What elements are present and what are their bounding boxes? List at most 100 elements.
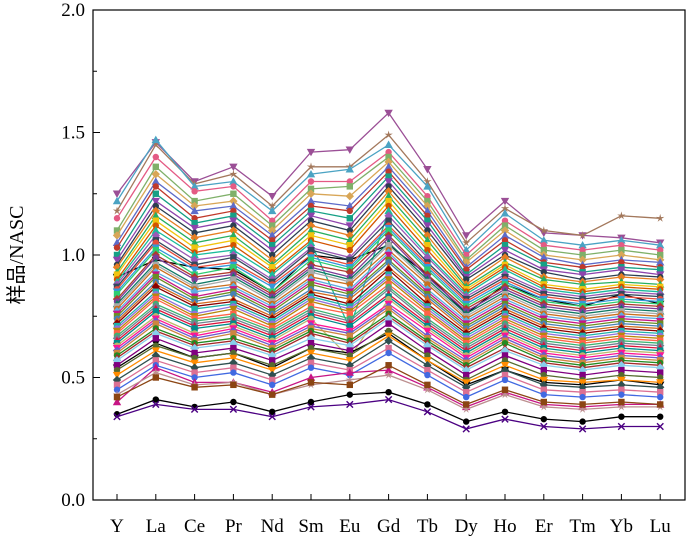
data-point (152, 217, 159, 224)
data-point (617, 236, 626, 244)
data-point (346, 322, 353, 330)
data-point (462, 232, 471, 240)
data-point (618, 413, 625, 420)
data-point (657, 393, 664, 401)
data-point (113, 244, 121, 251)
data-point (424, 381, 431, 389)
data-point (463, 418, 470, 425)
x-tick-label: La (146, 516, 167, 537)
data-point (423, 222, 432, 230)
data-point (384, 130, 393, 139)
data-point (151, 206, 160, 216)
data-point (424, 366, 431, 374)
data-point (539, 376, 548, 385)
data-point (190, 224, 199, 233)
data-point (385, 148, 392, 156)
data-point (540, 371, 547, 379)
data-point (463, 393, 470, 401)
data-point (346, 242, 353, 249)
data-point (345, 222, 354, 230)
data-point (501, 222, 509, 229)
data-point (151, 211, 160, 219)
x-tick-label: Nd (261, 516, 285, 537)
data-point (462, 379, 471, 387)
data-point (385, 305, 392, 313)
data-point (385, 242, 392, 249)
data-point (500, 226, 510, 235)
data-point (307, 403, 315, 411)
data-point (229, 305, 238, 314)
data-point (269, 381, 276, 389)
data-point (306, 298, 316, 306)
data-point (424, 281, 431, 288)
data-point (113, 366, 121, 374)
data-point (191, 197, 198, 205)
data-point (385, 234, 392, 242)
data-point (269, 408, 276, 415)
data-point (191, 384, 198, 391)
data-point (112, 206, 122, 215)
data-point (423, 357, 432, 365)
data-point (424, 227, 431, 234)
data-point (346, 227, 353, 234)
data-point (656, 379, 665, 387)
data-point (190, 233, 199, 243)
data-point (423, 294, 432, 303)
data-point (306, 373, 316, 381)
data-point (617, 211, 626, 220)
data-point (230, 330, 237, 337)
data-point (345, 165, 354, 173)
data-point (307, 217, 315, 224)
data-point (423, 236, 432, 244)
data-point (113, 227, 121, 234)
data-point (151, 169, 160, 179)
data-point (540, 398, 547, 406)
data-point (152, 163, 159, 170)
y-tick-label: 1.0 (61, 245, 85, 266)
data-point (306, 212, 316, 220)
data-point (229, 245, 238, 254)
x-tick-label: Ce (184, 516, 205, 537)
axis-layer: Y La Ce Pr Nd Sm Eu Gd Tb Dy Ho Er Tm Yb Lu 0.0 0.5 1.0 1.… (61, 0, 671, 537)
data-point (424, 347, 431, 354)
data-point (656, 383, 665, 392)
data-point (307, 340, 315, 347)
data-point (423, 177, 432, 186)
data-point (191, 305, 198, 313)
data-point (656, 241, 665, 249)
data-point (307, 268, 315, 276)
data-point (307, 315, 315, 322)
data-point (230, 207, 237, 215)
data-point (151, 140, 160, 149)
y-tick-label: 0.0 (61, 490, 85, 511)
data-point (190, 206, 199, 215)
data-point (151, 226, 160, 234)
data-point (191, 374, 198, 381)
data-point (268, 226, 277, 235)
data-point (385, 362, 392, 369)
data-point (618, 391, 625, 398)
data-point (345, 368, 354, 376)
data-point (306, 221, 316, 230)
data-point (618, 398, 625, 406)
x-tick-label: Yb (610, 516, 633, 537)
data-point (230, 242, 237, 249)
data-point (539, 236, 548, 244)
data-point (229, 231, 238, 239)
data-point (501, 371, 509, 379)
data-point (540, 268, 547, 276)
data-point (618, 246, 625, 254)
data-point (268, 366, 277, 375)
data-point (113, 291, 121, 298)
data-point (307, 256, 315, 264)
data-point (345, 294, 354, 303)
data-point (307, 359, 315, 366)
data-point (424, 212, 431, 219)
data-point (385, 183, 392, 190)
data-point (385, 227, 392, 234)
data-point (306, 189, 316, 198)
data-point (191, 354, 198, 362)
data-point (346, 183, 353, 190)
data-point (152, 273, 159, 281)
series-line-group (113, 349, 664, 401)
